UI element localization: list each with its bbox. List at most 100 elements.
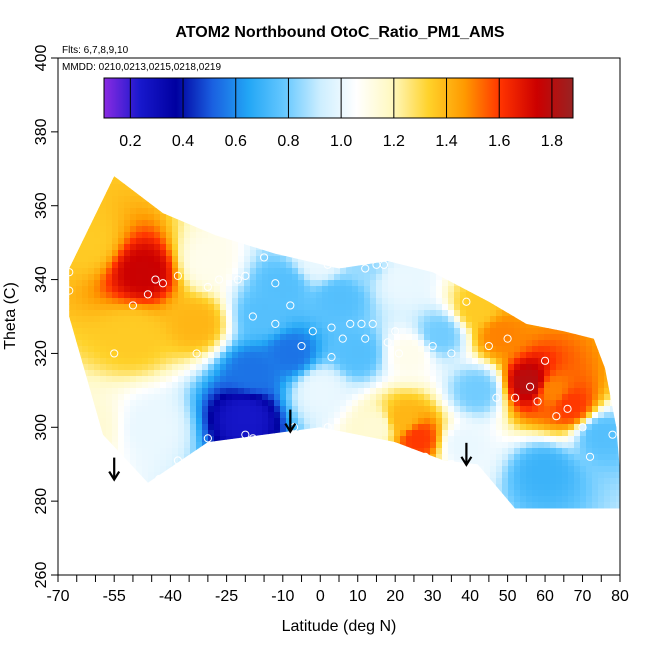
heat-cell xyxy=(250,208,257,215)
heat-cell xyxy=(310,520,317,527)
heat-cell xyxy=(238,298,245,305)
heat-cell xyxy=(262,184,269,191)
heat-cell xyxy=(112,364,119,371)
heat-cell xyxy=(124,346,131,353)
heat-cell xyxy=(58,130,65,137)
heat-cell xyxy=(148,286,155,293)
heat-cell xyxy=(370,430,377,437)
heat-cell xyxy=(190,424,197,431)
heat-cell xyxy=(220,376,227,383)
heat-cell xyxy=(340,346,347,353)
heat-cell xyxy=(334,166,341,173)
heat-cell xyxy=(208,190,215,197)
heat-cell xyxy=(244,418,251,425)
heat-cell xyxy=(274,520,281,527)
heat-cell xyxy=(274,214,281,221)
heat-cell xyxy=(184,340,191,347)
heat-cell xyxy=(106,316,113,323)
heat-cell xyxy=(238,478,245,485)
heat-cell xyxy=(316,334,323,341)
heat-cell xyxy=(190,334,197,341)
heat-cell xyxy=(82,166,89,173)
heat-cell xyxy=(184,490,191,497)
heat-cell xyxy=(112,202,119,209)
heat-cell xyxy=(310,316,317,323)
heat-cell xyxy=(184,202,191,209)
heat-cell xyxy=(382,274,389,281)
heat-cell xyxy=(256,322,263,329)
heat-cell xyxy=(304,280,311,287)
heat-cell xyxy=(202,190,209,197)
heat-cell xyxy=(130,202,137,209)
heat-cell xyxy=(262,166,269,173)
heat-cell xyxy=(328,268,335,275)
heat-cell xyxy=(69,328,71,335)
heat-cell xyxy=(232,244,239,251)
heat-cell xyxy=(280,304,287,311)
heat-cell xyxy=(208,406,215,413)
heat-cell xyxy=(238,334,245,341)
heat-cell xyxy=(382,520,389,527)
heat-cell xyxy=(94,154,101,161)
heat-cell xyxy=(256,124,263,131)
heat-cell xyxy=(394,202,401,209)
heat-cell xyxy=(376,538,383,545)
heat-cell xyxy=(88,370,95,377)
heat-cell xyxy=(148,544,155,551)
heat-cell xyxy=(244,238,251,245)
heat-cell xyxy=(352,550,359,557)
heat-cell xyxy=(298,232,305,239)
heat-cell xyxy=(58,232,65,239)
heat-cell xyxy=(322,532,329,539)
heat-cell xyxy=(208,250,215,257)
heat-cell xyxy=(370,280,377,287)
heat-cell xyxy=(58,376,65,383)
heat-cell xyxy=(346,538,353,545)
heat-cell xyxy=(298,538,305,545)
heat-cell xyxy=(388,124,395,131)
heat-cell xyxy=(232,334,239,341)
heat-cell xyxy=(280,448,287,455)
heat-cell xyxy=(370,508,377,509)
heat-cell xyxy=(196,544,203,551)
heat-cell xyxy=(358,274,365,281)
heat-cell xyxy=(82,226,89,233)
heat-cell xyxy=(334,418,341,425)
heat-cell xyxy=(160,556,167,563)
heat-cell xyxy=(382,208,389,215)
heat-cell xyxy=(190,176,197,179)
heat-cell xyxy=(244,556,251,563)
heat-cell xyxy=(202,196,209,203)
heat-cell xyxy=(130,280,137,287)
heat-cell xyxy=(316,178,323,185)
heat-cell xyxy=(382,190,389,197)
heat-cell xyxy=(166,340,173,347)
heat-cell xyxy=(280,502,287,509)
heat-cell xyxy=(112,388,119,395)
heat-cell xyxy=(184,190,191,197)
heat-cell xyxy=(340,184,347,191)
heat-cell xyxy=(118,430,125,437)
heat-cell xyxy=(328,478,335,485)
heat-cell xyxy=(202,124,209,131)
heat-cell xyxy=(262,556,269,563)
heat-cell xyxy=(196,148,203,155)
heat-cell xyxy=(76,82,83,89)
heat-cell xyxy=(202,424,209,431)
heat-cell xyxy=(148,418,155,425)
heat-cell xyxy=(262,454,269,461)
heat-cell xyxy=(184,310,191,317)
heat-cell xyxy=(70,176,77,179)
heat-cell xyxy=(250,304,257,311)
heat-cell xyxy=(280,388,287,395)
heat-cell xyxy=(88,382,95,389)
heat-cell xyxy=(298,430,305,437)
heat-cell xyxy=(280,274,287,281)
heat-cell xyxy=(184,436,191,443)
heat-cell xyxy=(220,298,227,305)
heat-cell xyxy=(76,436,83,443)
heat-cell xyxy=(250,178,257,185)
heat-cell xyxy=(82,394,89,401)
heat-cell xyxy=(214,550,221,557)
heat-cell xyxy=(340,274,347,281)
